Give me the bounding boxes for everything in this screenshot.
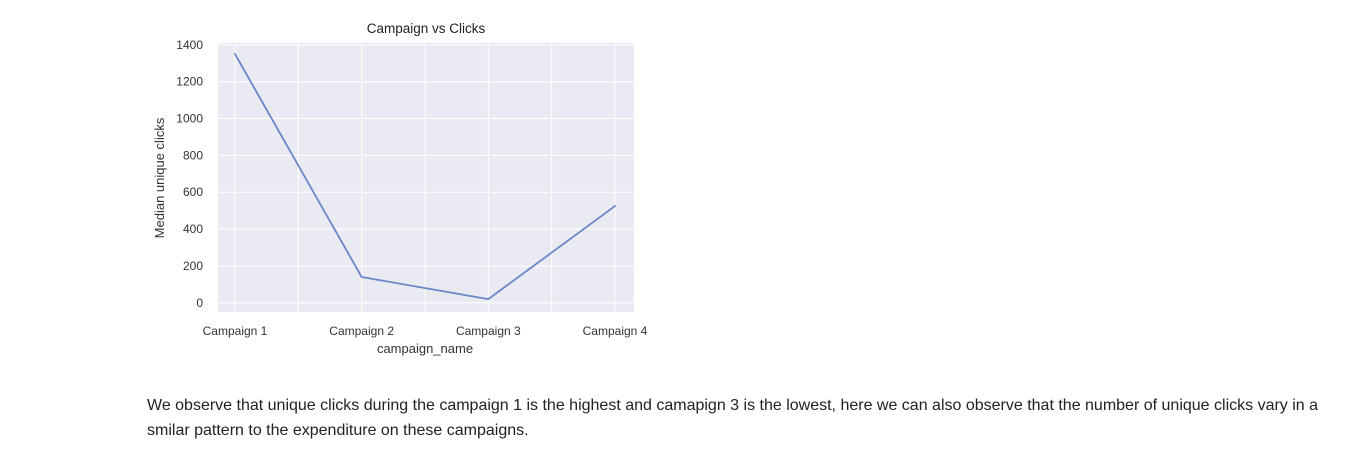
- y-tick-label: 0: [196, 296, 203, 310]
- plot-background: [218, 43, 634, 312]
- y-tick-labels: 0 200 400 600 800 1000 1200 1400: [176, 38, 203, 310]
- series-line: [234, 53, 616, 301]
- x-axis-title: campaign_name: [377, 341, 473, 356]
- data-point: [487, 298, 490, 301]
- y-axis-title: Median unique clicks: [152, 117, 167, 238]
- analysis-paragraph: We observe that unique clicks during the…: [147, 397, 1319, 439]
- series-layer: [234, 53, 616, 301]
- x-tick-labels: Campaign 1 Campaign 2 Campaign 3 Campaign 4: [203, 324, 648, 338]
- x-tick-label: Campaign 2: [329, 324, 394, 338]
- y-tick-label: 800: [183, 148, 203, 162]
- y-tick-label: 600: [183, 185, 203, 199]
- y-tick-label: 1200: [176, 75, 203, 89]
- data-point: [234, 53, 236, 55]
- chart-title: Campaign vs Clicks: [367, 21, 486, 36]
- y-tick-label: 1000: [176, 112, 203, 126]
- y-tick-label: 400: [183, 222, 203, 236]
- grid-lines: [218, 43, 634, 312]
- data-point: [360, 276, 363, 278]
- x-tick-label: Campaign 4: [583, 324, 648, 338]
- y-tick-label: 200: [183, 259, 203, 273]
- x-tick-label: Campaign 1: [203, 324, 268, 338]
- y-tick-label: 1400: [176, 38, 203, 52]
- x-tick-label: Campaign 3: [456, 324, 521, 338]
- data-point: [614, 205, 616, 207]
